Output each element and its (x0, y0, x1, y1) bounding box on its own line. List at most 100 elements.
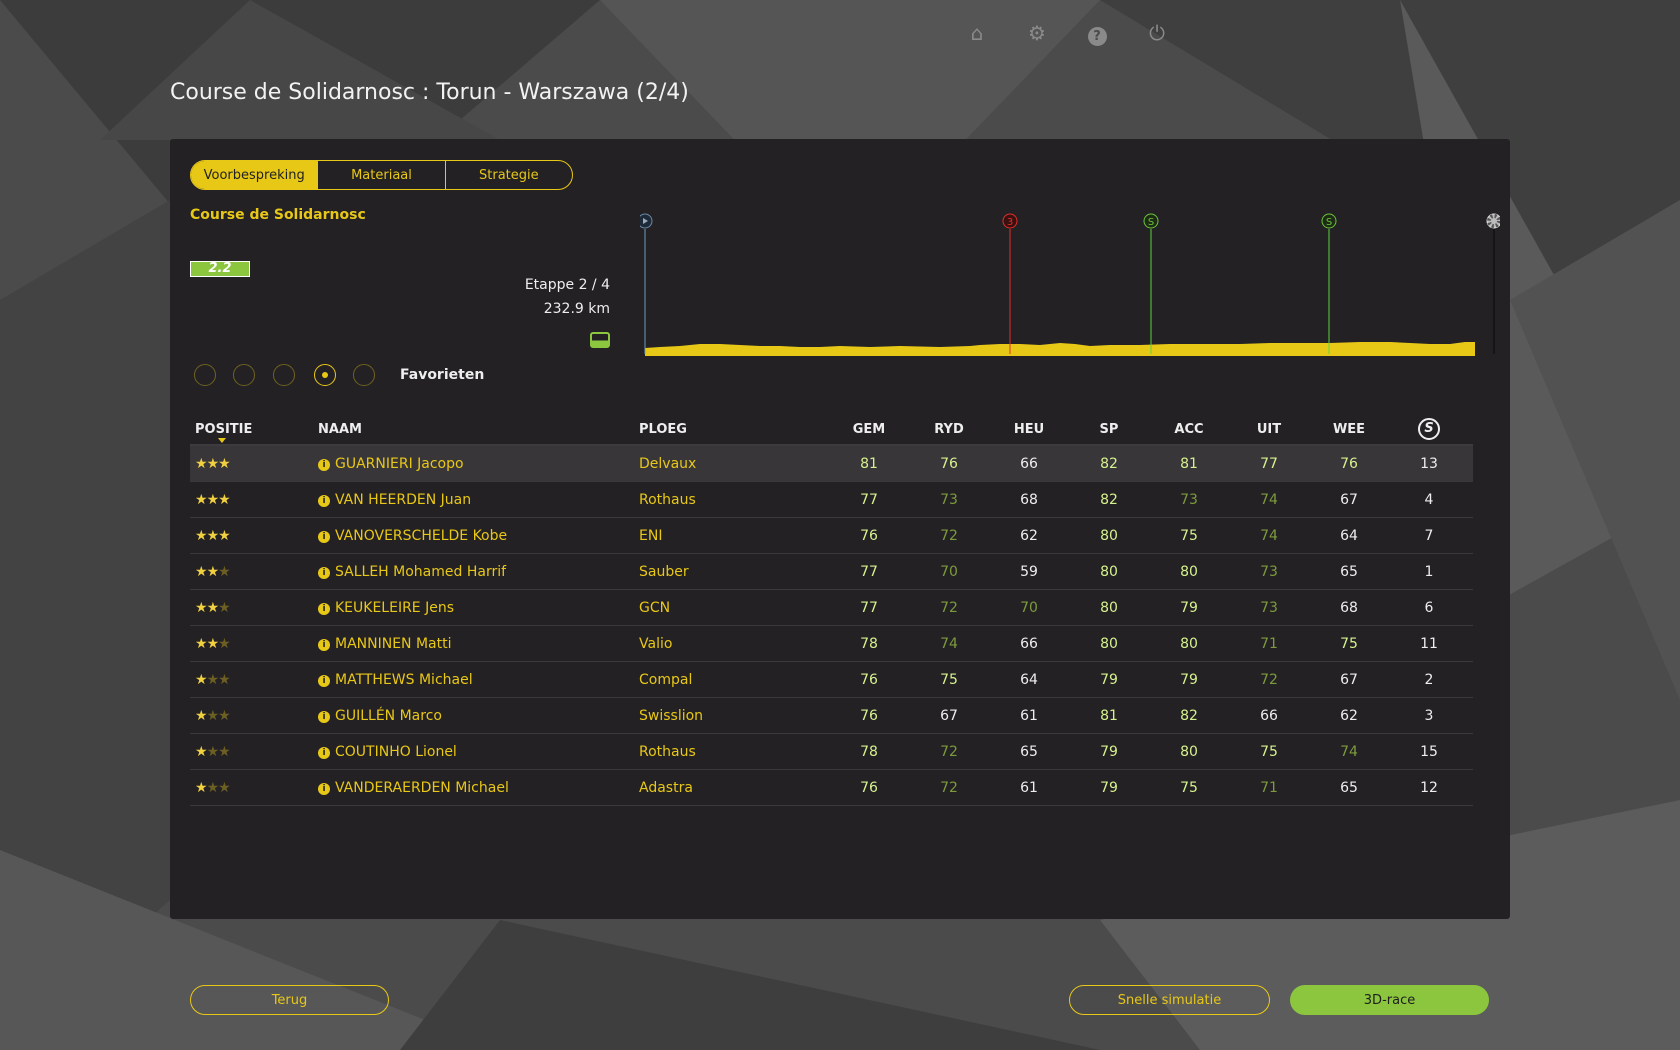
star-icon: ★ (195, 455, 208, 472)
rider-name[interactable]: i MANNINEN Matti (318, 636, 639, 652)
info-icon[interactable]: i (318, 566, 330, 579)
help-icon[interactable]: ? (1086, 22, 1108, 46)
stat-cell: 79 (1100, 671, 1118, 688)
quick-simulation-button[interactable]: Snelle simulatie (1069, 985, 1270, 1015)
stage-profile: 3 S S (640, 213, 1500, 356)
3d-race-button[interactable]: 3D-race (1290, 985, 1489, 1015)
info-icon[interactable]: i (318, 494, 330, 507)
star-icon: ★ (206, 635, 220, 652)
stat-cell: 75 (1180, 779, 1198, 796)
tab-voorbespreking[interactable]: Voorbespreking (191, 161, 318, 189)
stat-cell: 72 (1260, 671, 1278, 688)
filter-radio-2[interactable] (233, 364, 255, 386)
sprint-marker-icon[interactable]: S (1321, 213, 1337, 229)
rider-team[interactable]: Delvaux (639, 455, 697, 472)
col-heu[interactable]: HEU (1013, 421, 1045, 437)
stat-cell: 66 (1020, 635, 1038, 652)
col-positie[interactable]: POSITIE (195, 421, 253, 437)
home-icon[interactable]: ⌂ (970, 21, 984, 45)
star-icon: ★ (218, 491, 231, 508)
info-icon[interactable]: i (318, 782, 330, 795)
star-icon: ★ (218, 671, 231, 688)
table-row[interactable]: ★★★ i VANDERAERDEN Michael Adastra 76 72 61 79 7… (190, 770, 1473, 806)
rider-rating: ★★★ (190, 744, 318, 760)
info-icon[interactable]: i (318, 602, 330, 615)
sprint-marker-icon[interactable]: S (1143, 213, 1159, 229)
stat-cell: 77 (860, 599, 878, 616)
table-row[interactable]: ★★★ i GUARNIERI Jacopo Delvaux 81 76 66 82 81 77 7… (190, 446, 1473, 482)
table-row[interactable]: ★★★ i GUILLÉN Marco Swisslion 76 67 61 81 82 66 62… (190, 698, 1473, 734)
favorites-label: Favorieten (400, 367, 485, 383)
power-icon[interactable]: ⏻ (1149, 21, 1165, 45)
col-sp[interactable]: SP (1099, 421, 1119, 437)
rider-team[interactable]: ENI (639, 527, 663, 544)
sprint-points-cell: 7 (1424, 527, 1434, 544)
col-ploeg[interactable]: PLOEG (639, 421, 687, 437)
table-row[interactable]: ★★★ i MANNINEN Matti Valio 78 74 66 80 80 71 75 11 (190, 626, 1473, 662)
info-icon[interactable]: i (318, 638, 330, 651)
star-icon: ★ (195, 635, 208, 652)
rider-rating: ★★★ (190, 708, 318, 724)
table-row[interactable]: ★★★ i SALLEH Mohamed Harrif Sauber 77 70 59 80 8… (190, 554, 1473, 590)
info-icon[interactable]: i (318, 674, 330, 687)
rider-team[interactable]: Valio (639, 635, 673, 652)
stat-cell: 80 (1100, 599, 1118, 616)
rider-name[interactable]: i VAN HEERDEN Juan (318, 492, 639, 508)
tab-materiaal[interactable]: Materiaal (317, 161, 444, 189)
start-marker-icon[interactable] (640, 213, 653, 229)
climb-marker-icon[interactable]: 3 (1002, 213, 1018, 229)
finish-flag-icon[interactable] (1486, 213, 1500, 229)
star-icon: ★ (195, 779, 208, 796)
rider-name[interactable]: i GUILLÉN Marco (318, 708, 639, 724)
stat-cell: 80 (1180, 743, 1198, 760)
rider-team[interactable]: Rothaus (639, 491, 696, 508)
stat-cell: 79 (1100, 743, 1118, 760)
info-icon[interactable]: i (318, 458, 330, 471)
rider-name[interactable]: i MATTHEWS Michael (318, 672, 639, 688)
rider-team[interactable]: Sauber (639, 563, 689, 580)
rider-team[interactable]: Swisslion (639, 707, 704, 724)
filter-radio-5[interactable] (353, 364, 375, 386)
rider-team[interactable]: GCN (639, 599, 671, 616)
col-gem[interactable]: GEM (852, 421, 886, 437)
rider-name[interactable]: i COUTINHO Lionel (318, 744, 639, 760)
star-icon: ★ (195, 563, 208, 580)
table-row[interactable]: ★★★ i KEUKELEIRE Jens GCN 77 72 70 80 79 73 68 6 (190, 590, 1473, 626)
rider-rating: ★★★ (190, 672, 318, 688)
table-row[interactable]: ★★★ i COUTINHO Lionel Rothaus 78 72 65 79 80 75 74… (190, 734, 1473, 770)
filter-radio-3[interactable] (273, 364, 295, 386)
col-acc[interactable]: ACC (1174, 421, 1204, 437)
table-header: POSITIE NAAM PLOEG GEM RYD HEU SP ACC UI… (190, 414, 1473, 446)
star-icon: ★ (195, 671, 208, 688)
rider-team[interactable]: Rothaus (639, 743, 696, 760)
filter-radio-1[interactable] (194, 364, 216, 386)
rider-name[interactable]: i GUARNIERI Jacopo (318, 456, 639, 472)
table-row[interactable]: ★★★ i MATTHEWS Michael Compal 76 75 64 79 79 72 67… (190, 662, 1473, 698)
gear-icon[interactable]: ⚙ (1028, 21, 1046, 45)
rider-name[interactable]: i SALLEH Mohamed Harrif (318, 564, 639, 580)
col-naam[interactable]: NAAM (318, 421, 362, 437)
info-icon[interactable]: i (318, 530, 330, 543)
table-row[interactable]: ★★★ i VAN HEERDEN Juan Rothaus 77 73 68 82 73 74 6… (190, 482, 1473, 518)
star-icon: ★ (195, 743, 208, 760)
info-icon[interactable]: i (318, 710, 330, 723)
star-icon: ★ (206, 563, 220, 580)
col-wee[interactable]: WEE (1332, 421, 1366, 437)
svg-text:3: 3 (1007, 217, 1013, 228)
stat-cell: 65 (1020, 743, 1038, 760)
col-s[interactable]: S (1389, 418, 1469, 440)
back-button[interactable]: Terug (190, 985, 389, 1015)
filter-radio-favorites[interactable] (314, 364, 336, 386)
rider-team[interactable]: Compal (639, 671, 693, 688)
sprint-coin-icon: S (1418, 418, 1440, 440)
rider-team[interactable]: Adastra (639, 779, 693, 796)
rider-name[interactable]: i KEUKELEIRE Jens (318, 600, 639, 616)
rider-name[interactable]: i VANDERAERDEN Michael (318, 780, 639, 796)
rider-name[interactable]: i VANOVERSCHELDE Kobe (318, 528, 639, 544)
col-ryd[interactable]: RYD (934, 421, 964, 437)
info-icon[interactable]: i (318, 746, 330, 759)
tab-strategie[interactable]: Strategie (444, 161, 572, 189)
star-icon: ★ (218, 779, 231, 796)
col-uit[interactable]: UIT (1256, 421, 1282, 437)
table-row[interactable]: ★★★ i VANOVERSCHELDE Kobe ENI 76 72 62 80 75 74 64… (190, 518, 1473, 554)
